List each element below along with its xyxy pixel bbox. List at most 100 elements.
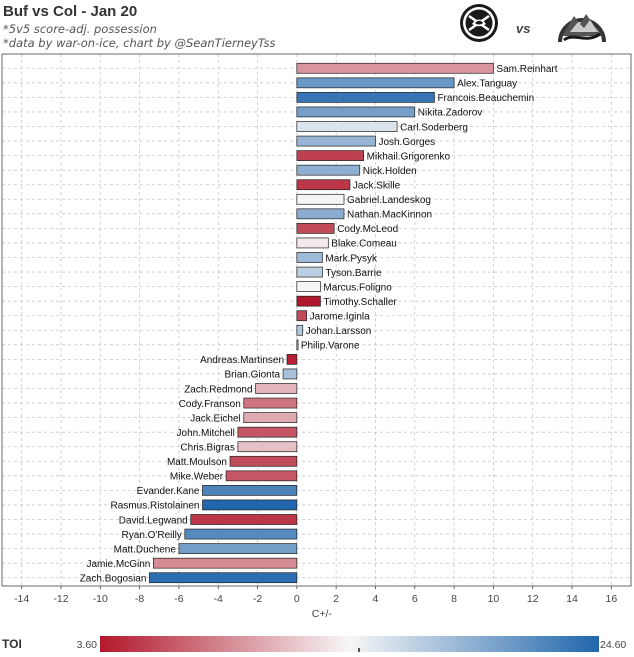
bar-label: Tyson.Barrie — [325, 268, 382, 279]
bar-david-legwand — [190, 514, 298, 525]
bar-zach-redmond — [255, 383, 298, 394]
bar-cody-mcleod — [296, 223, 335, 234]
bar-label: Sam.Reinhart — [496, 64, 557, 75]
bar-johan-larsson — [296, 324, 304, 336]
x-tick-label: -4 — [214, 593, 223, 605]
bar-label: Mikhail.Grigorenko — [367, 151, 451, 162]
x-tick-label: -8 — [135, 593, 144, 605]
bar-mark-pysyk — [296, 252, 323, 263]
bar-label: Cody.McLeod — [337, 224, 398, 235]
avalanche-logo-icon — [558, 14, 606, 43]
bar-label: Jack.Skille — [353, 181, 401, 192]
bar-mike-weber — [225, 470, 298, 482]
legend-gradient — [100, 636, 599, 652]
bar-jack-eichel — [243, 412, 298, 423]
x-tick-label: -12 — [53, 593, 68, 605]
bar-label: Josh.Gorges — [378, 137, 435, 148]
toi-legend: TOI 3.60 24.60 — [2, 636, 626, 652]
bar-francois-beauchemin — [296, 92, 435, 103]
bar-label: Andreas.Martinsen — [200, 355, 284, 366]
bar-label: Nikita.Zadorov — [418, 108, 482, 119]
x-tick-label: 6 — [412, 593, 418, 605]
bar-tyson-barrie — [296, 266, 323, 278]
bar-jarome-iginla — [296, 310, 308, 322]
x-tick-label: 14 — [566, 593, 578, 605]
x-tick-label: 16 — [606, 593, 618, 605]
legend-min-label: 3.60 — [77, 639, 98, 651]
bar-label: John.Mitchell — [177, 428, 235, 439]
bar-marcus-foligno — [296, 281, 321, 292]
x-axis-label: C+/- — [312, 608, 333, 620]
bar-label: Philip.Varone — [301, 341, 360, 352]
bar-evander-kane — [202, 485, 298, 496]
cplusminus-bar-chart: Sam.Reinhart Alex.Tanguay Francois.Beauche… — [1, 53, 632, 620]
bar-label: Francois.Beauchemin — [437, 93, 534, 104]
bar-matt-duchene — [178, 543, 298, 554]
bar-label: Chris.Bigras — [180, 443, 234, 454]
bar-alex-tanguay — [296, 77, 455, 89]
x-tick-label: 10 — [488, 593, 500, 605]
bar-label: Rasmus.Ristolainen — [111, 501, 200, 512]
bar-timothy-schaller — [296, 295, 321, 307]
bar-label: Mike.Weber — [170, 472, 224, 483]
bar-label: Jarome.Iginla — [310, 312, 370, 323]
bar-blake-comeau — [296, 237, 329, 249]
bar-gabriel-landeskog — [296, 193, 345, 205]
bar-label: Jack.Eichel — [190, 413, 241, 424]
bar-matt-moulson — [229, 455, 298, 467]
bar-label: Johan.Larsson — [306, 326, 372, 337]
bar-label: Brian.Gionta — [224, 370, 280, 381]
sabres-logo-icon — [460, 4, 498, 42]
bar-andreas-martinsen — [286, 354, 298, 365]
bar-label: Mark.Pysyk — [325, 253, 378, 264]
plot-border — [1, 53, 632, 587]
bar-nathan-mackinnon — [296, 208, 345, 220]
bar-label: David.Legwand — [119, 515, 188, 526]
x-tick-label: -14 — [14, 593, 29, 605]
bar-chris-bigras — [237, 441, 298, 453]
x-tick-label: -10 — [93, 593, 108, 605]
bar-label: Ryan.O'Reilly — [122, 530, 182, 541]
x-tick-label: 4 — [373, 593, 379, 605]
bar-label: Cody.Franson — [179, 399, 241, 410]
bar-label: Timothy.Schaller — [323, 297, 397, 308]
versus-label: vs — [516, 21, 531, 36]
bar-label: Evander.Kane — [137, 486, 200, 497]
bar-label: Matt.Moulson — [167, 457, 227, 468]
bar-ryan-o-reilly — [184, 528, 298, 540]
bar-rasmus-ristolainen — [202, 499, 298, 511]
x-tick-label: 8 — [451, 593, 457, 605]
bar-label: Alex.Tanguay — [457, 79, 517, 90]
bar-sam-reinhart — [296, 62, 494, 74]
legend-title: TOI — [2, 637, 22, 651]
bar-label: Marcus.Foligno — [323, 282, 392, 293]
x-tick-label: 0 — [294, 593, 300, 605]
bar-nick-holden — [296, 164, 361, 176]
page-title: Buf vs Col - Jan 20 — [3, 3, 138, 20]
bar-label: Blake.Comeau — [331, 239, 397, 250]
bar-carl-soderberg — [296, 121, 398, 132]
legend-max-label: 24.60 — [600, 639, 626, 651]
bar-cody-franson — [243, 397, 298, 409]
x-tick-label: -6 — [174, 593, 183, 605]
bar-label: Jamie.McGinn — [86, 559, 150, 570]
bar-jamie-mcginn — [153, 557, 298, 569]
bar-label: Matt.Duchene — [114, 544, 177, 555]
bar-nikita-zadorov — [296, 106, 416, 118]
bar-brian-gionta — [282, 368, 298, 380]
bar-label: Nathan.MacKinnon — [347, 210, 432, 221]
bar-philip-varone — [296, 339, 299, 351]
bar-josh-gorges — [296, 135, 376, 147]
bar-label: Carl.Soderberg — [400, 122, 468, 133]
bar-label: Zach.Redmond — [184, 384, 252, 395]
bar-label: Gabriel.Landeskog — [347, 195, 431, 206]
subtitle-credits: *data by war-on-ice, chart by @SeanTiern… — [3, 36, 276, 50]
bar-john-mitchell — [237, 426, 298, 438]
x-tick-label: 12 — [527, 593, 539, 605]
x-tick-label: 2 — [333, 593, 339, 605]
bar-mikhail-grigorenko — [296, 150, 365, 161]
bar-zach-bogosian — [149, 572, 298, 584]
bar-label: Zach.Bogosian — [80, 574, 147, 585]
subtitle-possession: *5v5 score-adj. possession — [3, 22, 157, 36]
x-tick-label: -2 — [253, 593, 262, 605]
